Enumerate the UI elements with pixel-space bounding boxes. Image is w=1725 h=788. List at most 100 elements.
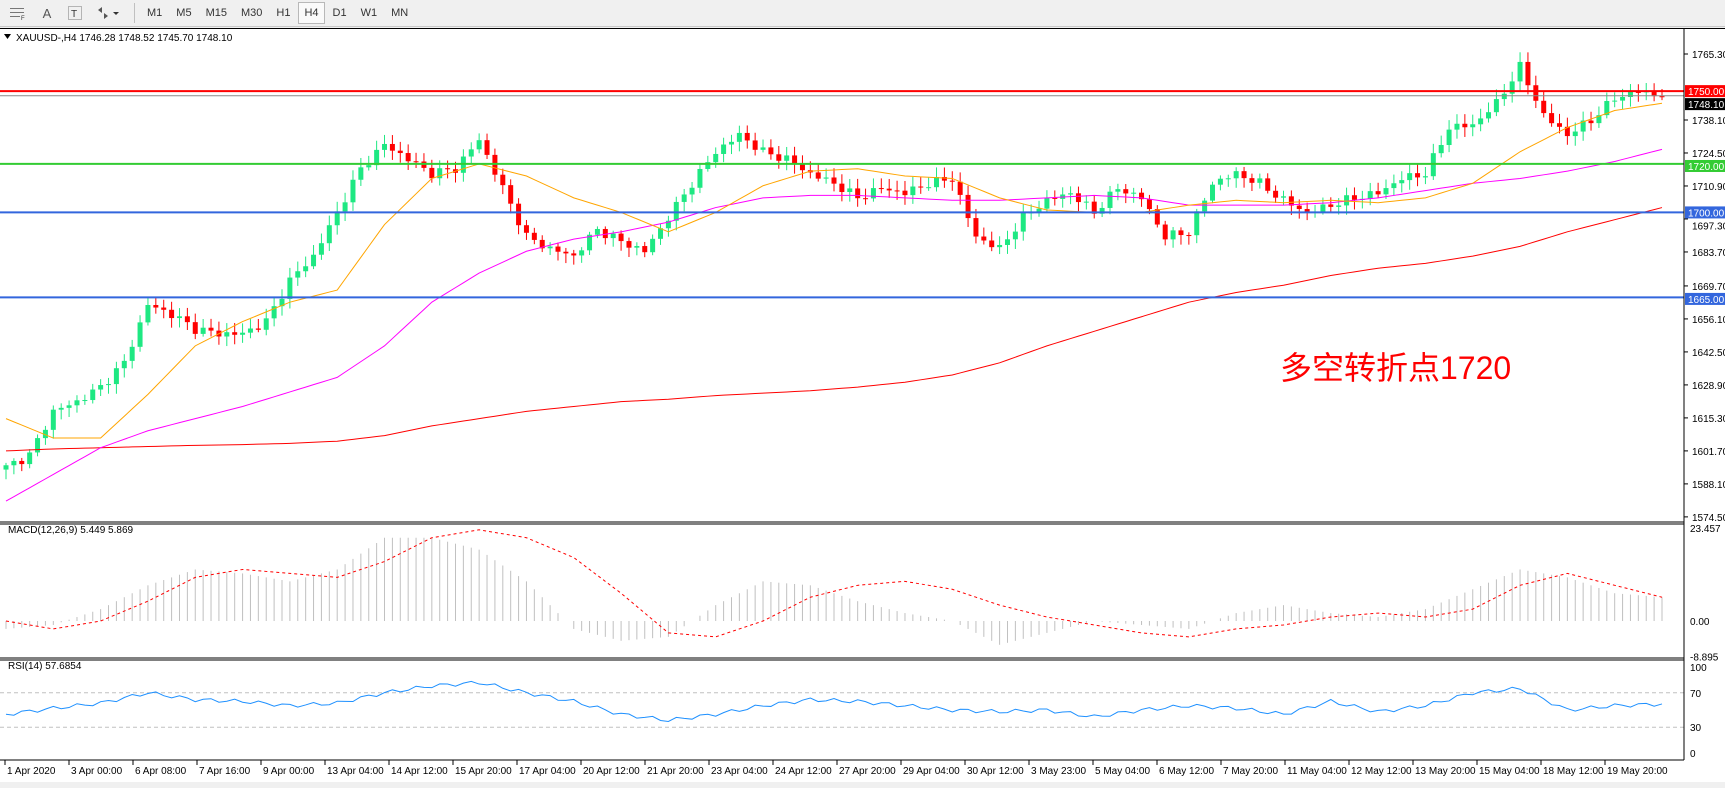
candle (82, 394, 88, 405)
candle-body (894, 190, 900, 192)
candle (460, 149, 466, 182)
timeframe-m30-button[interactable]: M30 (240, 7, 263, 19)
candle (721, 137, 727, 163)
candle-body (484, 140, 490, 155)
macd-tick-label: -8.895 (1690, 652, 1719, 663)
candle-body (1249, 178, 1255, 183)
candle-body (1304, 209, 1310, 212)
candle-body (681, 194, 687, 202)
candle (1249, 173, 1255, 192)
candle-body (602, 228, 608, 239)
candle (42, 425, 48, 445)
candle (744, 125, 750, 149)
candle (232, 322, 238, 345)
toolbar-divider (134, 3, 135, 23)
text-icon[interactable]: A (42, 5, 52, 21)
candle-body (1091, 201, 1097, 214)
time-tick-label: 20 Apr 12:00 (583, 766, 640, 777)
candle (681, 188, 687, 212)
candle (981, 227, 987, 245)
candle-body (500, 174, 506, 186)
candle (547, 242, 553, 255)
level-tag-label: 1665.00 (1688, 295, 1725, 306)
candle (697, 162, 703, 194)
candle (926, 177, 932, 191)
timeframe-m1-button[interactable]: M1 (147, 7, 163, 19)
macd-label: MACD(12,26,9) 5.449 5.869 (8, 525, 134, 536)
candle-body (1438, 145, 1444, 154)
candle-body (934, 176, 940, 188)
candle (1186, 232, 1192, 245)
candle (1351, 187, 1357, 210)
price-tick-label: 1588.10 (1692, 480, 1725, 491)
candle (894, 180, 900, 200)
candle-body (208, 327, 214, 331)
candle-body (3, 465, 9, 470)
arrows-icon[interactable] (90, 2, 126, 24)
candle-body (1257, 178, 1263, 183)
candle-body (1612, 100, 1618, 102)
time-tick-label: 12 May 12:00 (1351, 766, 1412, 777)
candle (1462, 114, 1468, 137)
current-price-tag-label: 1748.10 (1688, 100, 1725, 111)
candle (208, 318, 214, 337)
timeframe-h1-button[interactable]: H1 (276, 7, 291, 19)
candle (350, 170, 356, 211)
timeframe-m15-button[interactable]: M15 (205, 7, 227, 19)
candle (1075, 186, 1081, 212)
candle (626, 237, 632, 257)
candle (1131, 187, 1137, 203)
candle (1241, 166, 1247, 188)
candle (74, 395, 80, 413)
price-tick-label: 1724.50 (1692, 149, 1725, 160)
candle (161, 299, 167, 319)
candle (318, 233, 324, 260)
candle-body (1107, 191, 1113, 208)
candle-body (555, 246, 561, 252)
candle-body (389, 143, 395, 151)
candle-body (799, 164, 805, 171)
candle-body (1170, 230, 1176, 240)
timeframe-d1-button[interactable]: D1 (332, 7, 347, 19)
toolbar: F A T M1 M5 M15 M30 H1 H4 D1 W1 MN (0, 0, 1725, 27)
chart-window[interactable]: 1765.30 1750.00 1748.10 1738.10 1724.50 1720.… (0, 28, 1725, 782)
candle (1399, 171, 1405, 193)
candle (508, 179, 514, 214)
candle-body (11, 460, 17, 466)
periods-grid-icon[interactable]: F (4, 2, 32, 24)
candle-body (58, 407, 64, 410)
candle (240, 323, 246, 343)
text-label-icon[interactable]: T (62, 2, 88, 24)
candle-body (1280, 196, 1286, 198)
candle (19, 457, 25, 472)
level-tag (1685, 159, 1725, 172)
candle-body (815, 172, 821, 179)
candle-body (287, 277, 293, 299)
candle-body (271, 306, 277, 319)
chart-canvas[interactable]: 1765.30 1750.00 1748.10 1738.10 1724.50 1720.… (0, 29, 1725, 783)
candle-body (1564, 126, 1570, 137)
timeframe-mn-button[interactable]: MN (391, 7, 409, 19)
candle (1446, 120, 1452, 153)
candle-body (113, 368, 119, 385)
timeframe-w1-button[interactable]: W1 (360, 7, 378, 19)
candle-body (768, 147, 774, 155)
candle-body (579, 250, 585, 256)
timeframe-h4-button[interactable]: H4 (298, 2, 325, 24)
time-tick-label: 6 May 12:00 (1159, 766, 1214, 777)
candle (1233, 167, 1239, 188)
chart-header-collapse-icon[interactable] (4, 34, 11, 39)
candle (200, 319, 206, 337)
rsi-label: RSI(14) 57.6854 (8, 661, 82, 672)
candle-body (1627, 91, 1633, 97)
price-tick-label: 1601.70 (1692, 447, 1725, 458)
candle (1091, 195, 1097, 219)
candle-body (918, 186, 924, 188)
timeframe-m5-button[interactable]: M5 (176, 7, 192, 19)
time-tick-label: 30 Apr 12:00 (967, 766, 1024, 777)
candle-body (1265, 178, 1271, 191)
candle-body (247, 328, 253, 333)
candle (752, 132, 758, 156)
candle (839, 174, 845, 202)
candle-body (792, 155, 798, 165)
